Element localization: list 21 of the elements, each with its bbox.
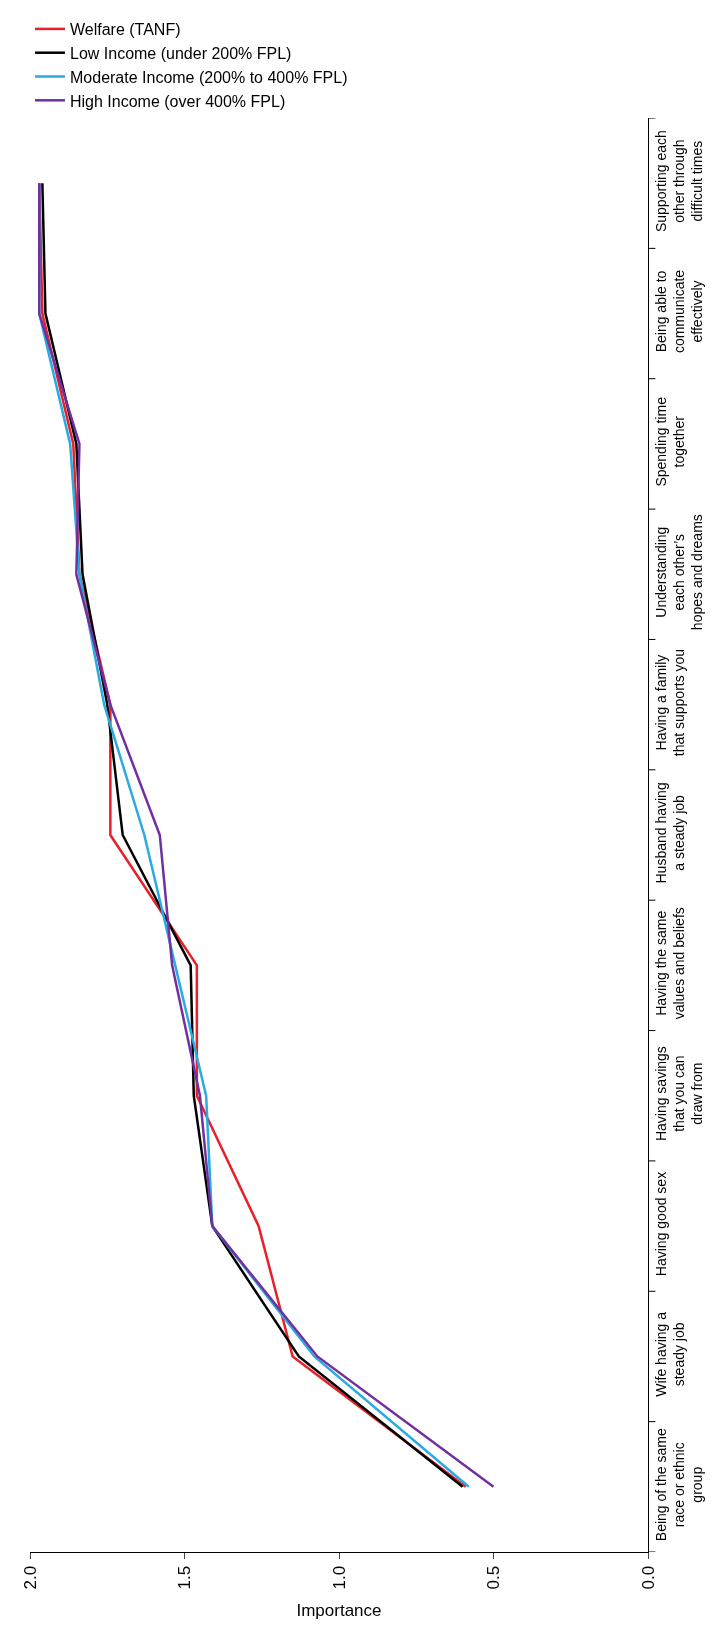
y-tick-label: Having a family that supports you (652, 648, 687, 757)
y-tick-label: Having the same values and beliefs (652, 907, 687, 1020)
x-axis-title: Importance (296, 1600, 382, 1620)
x-tick-label: 0.5 (484, 1565, 504, 1590)
y-tick-label: Husband having a steady job (652, 782, 687, 884)
y-tick-label: Being of the same race or ethnic group (652, 1428, 706, 1542)
y-tick-label: Understanding each other’s hopes and dreams (652, 514, 706, 631)
y-tick-label: Spending time together (652, 396, 687, 487)
legend-label: High Income (over 400% FPL) (70, 92, 286, 110)
x-tick-label: 0.0 (638, 1565, 658, 1590)
y-tick-label: Having good sex (652, 1171, 669, 1277)
legend-label: Low Income (under 200% FPL) (70, 44, 292, 62)
legend-label: Moderate Income (200% to 400% FPL) (70, 68, 348, 86)
x-tick-label: 1.5 (175, 1565, 195, 1590)
y-tick-label: Being able to communicate effectively (652, 269, 706, 354)
y-tick-label: Supporting each other through difficult times (652, 130, 706, 233)
x-tick-label: 2.0 (20, 1565, 40, 1590)
legend-label: Welfare (TANF) (70, 21, 181, 39)
y-tick-label: Having savings that you can draw from (652, 1046, 706, 1142)
y-tick-label: Wife having a steady job (652, 1311, 687, 1397)
x-tick-label: 1.0 (329, 1565, 349, 1590)
